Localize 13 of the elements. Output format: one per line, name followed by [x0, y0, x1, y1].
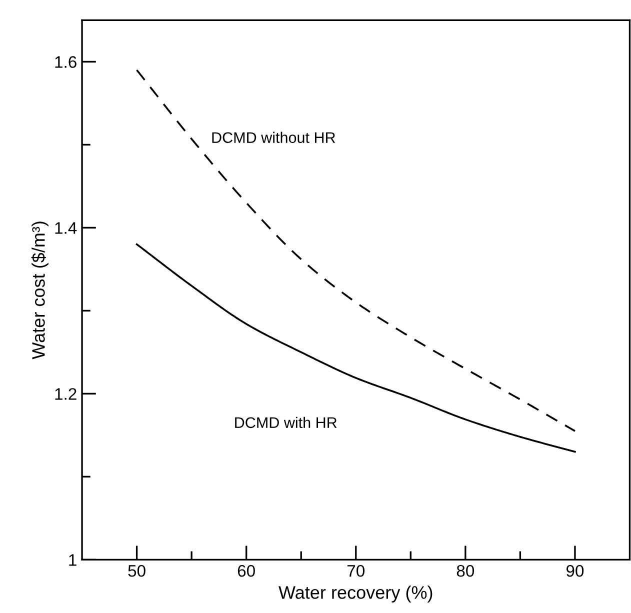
x-tick-label: 70 — [347, 564, 364, 577]
series-label: DCMD without HR — [212, 132, 336, 144]
x-tick-label: 90 — [566, 564, 584, 577]
y-tick-label: 1.6 — [55, 56, 76, 68]
x-axis-title: Water recovery (%) — [278, 586, 432, 602]
x-tick-label: 80 — [456, 564, 474, 577]
x-tick-label: 50 — [128, 564, 146, 577]
y-tick-label: 1 — [69, 554, 76, 566]
y-tick-label: 1.2 — [55, 388, 76, 400]
x-tick-label: 60 — [238, 564, 255, 577]
text: DCMD with HR — [235, 416, 337, 428]
y-tick-label: 1.4 — [55, 222, 77, 234]
y-axis-title: Water cost ($/m³) — [31, 222, 48, 360]
